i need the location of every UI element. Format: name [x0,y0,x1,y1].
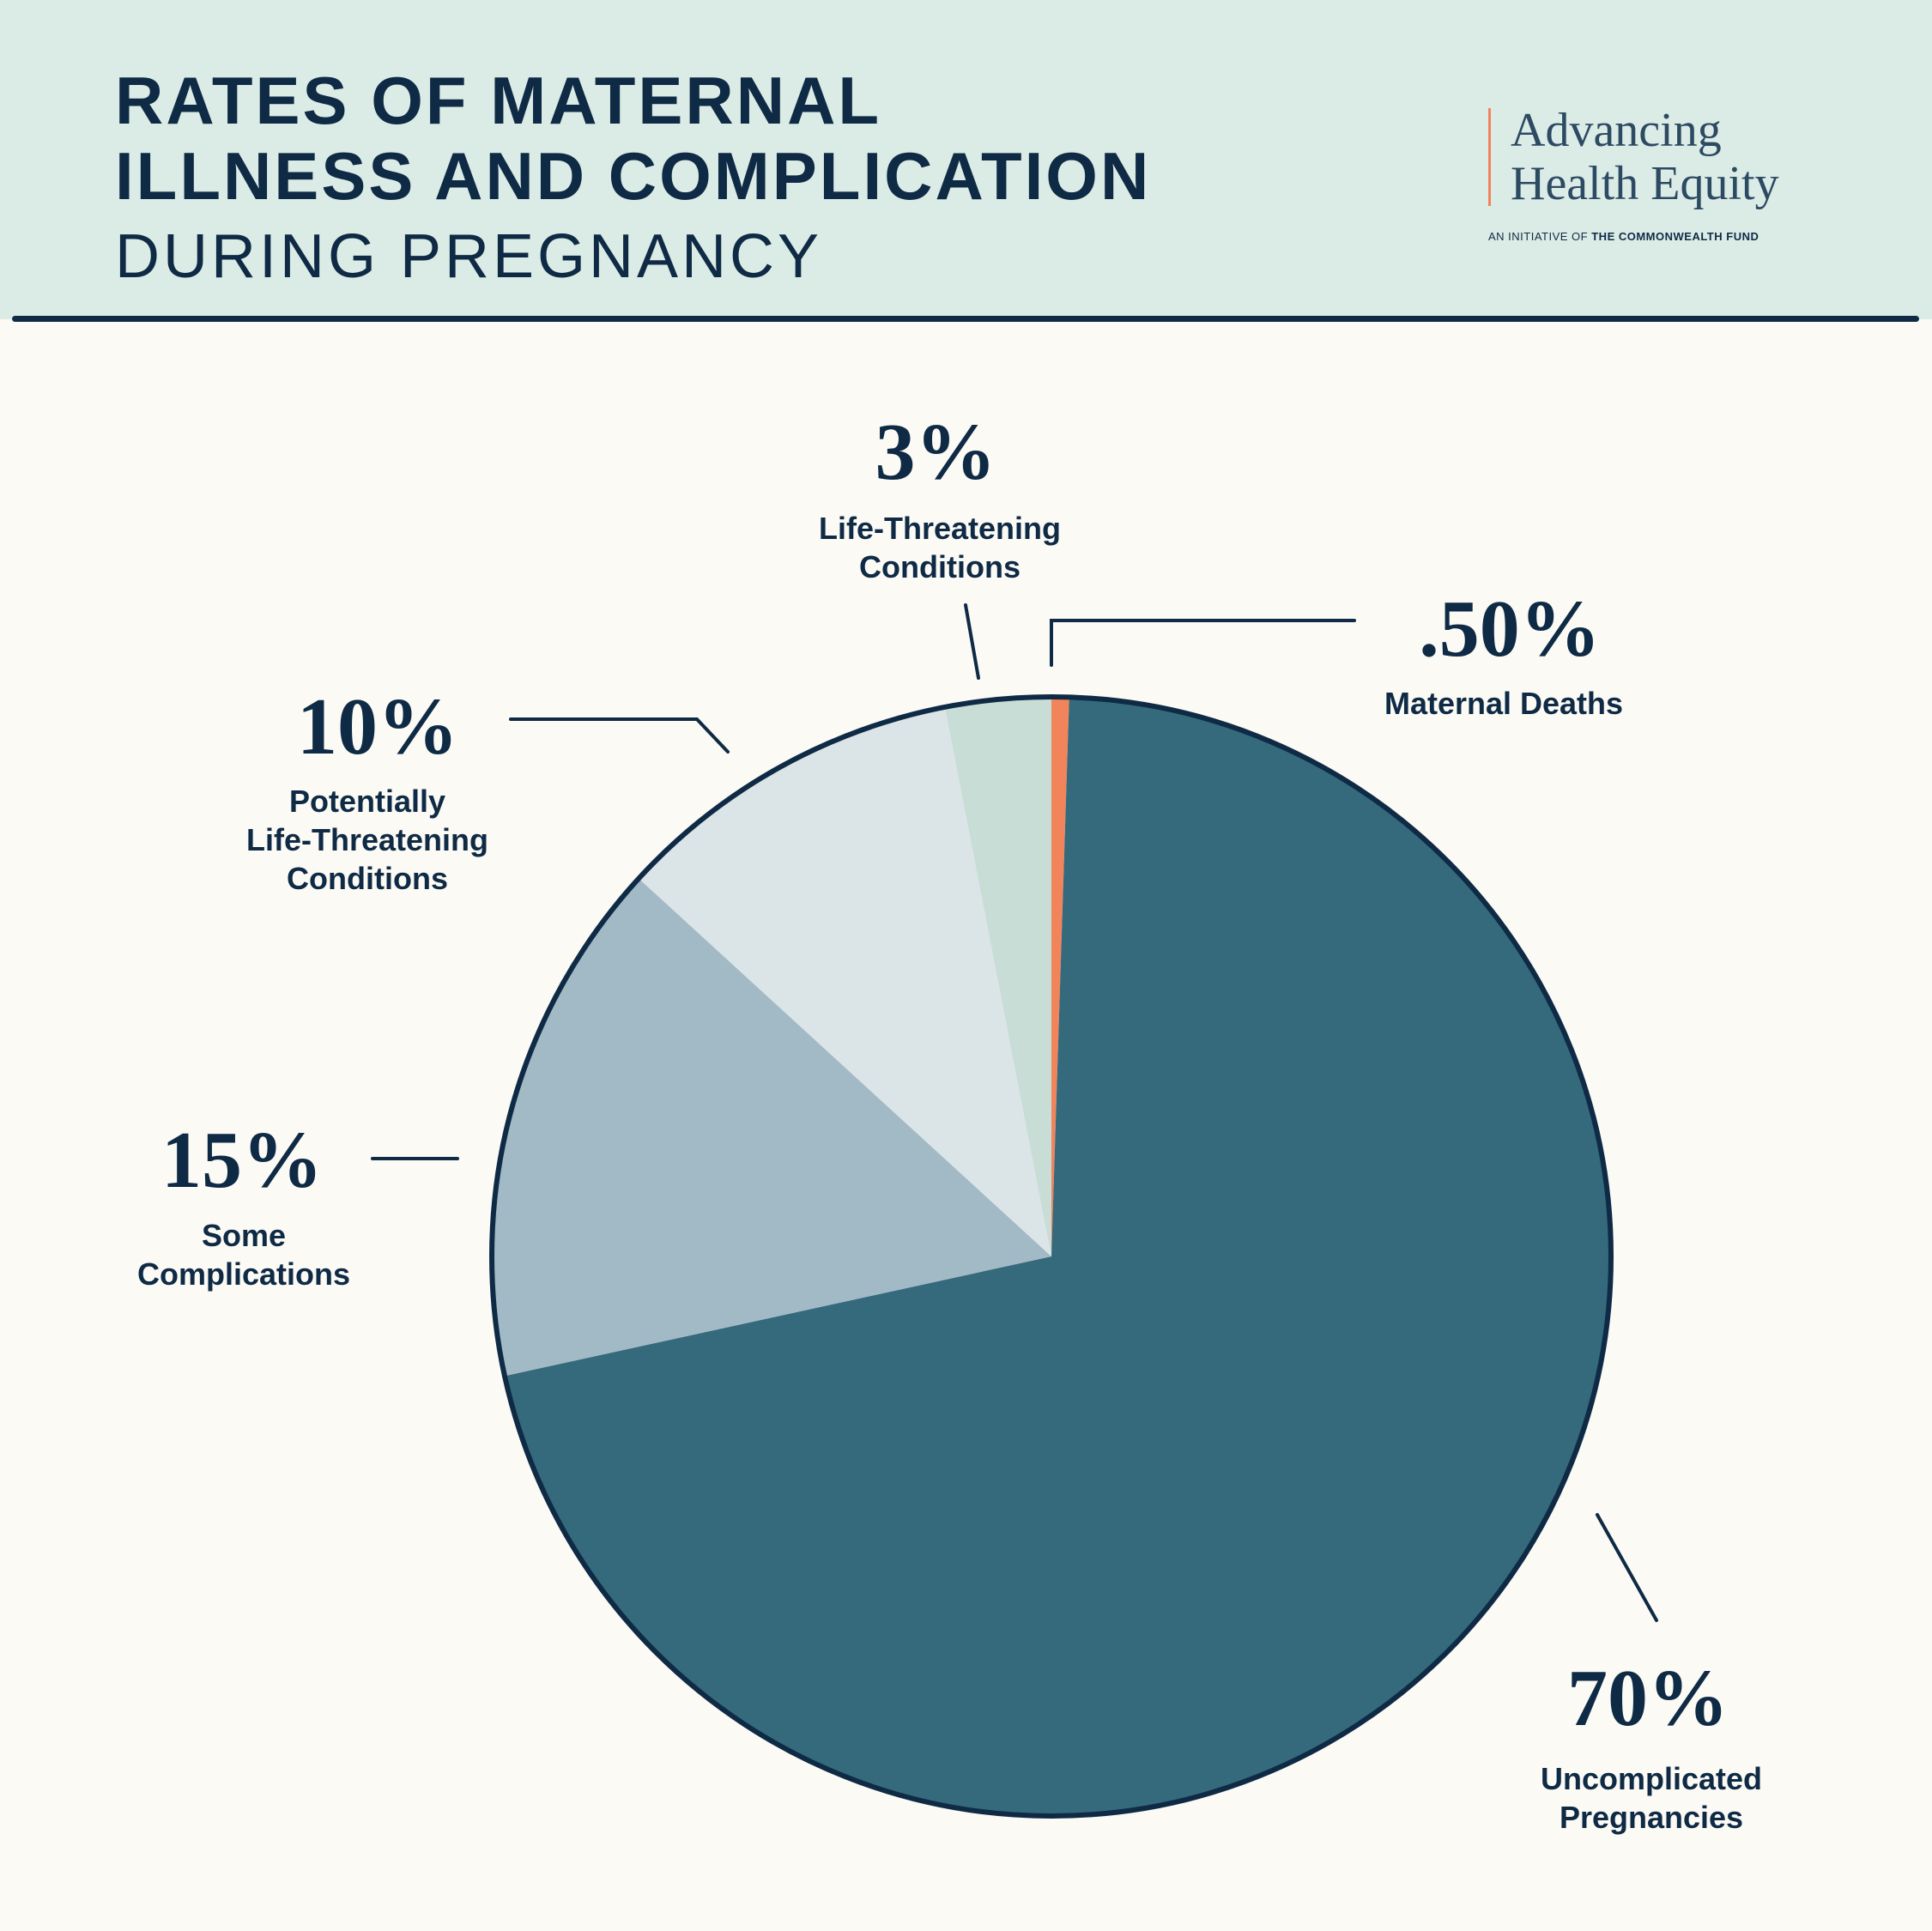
leader-line-maternal-deaths [1050,619,1356,667]
header-band: RATES OF MATERNAL ILLNESS AND COMPLICATI… [0,0,1932,319]
slice-label-potentially-line-1: Potentially [289,784,445,819]
logo-line-1: Advancing [1511,104,1722,157]
slice-value-potentially-life-threatening: 10% [297,682,458,772]
leader-line-uncomplicated [1596,1513,1658,1622]
leader-line-life-threatening [964,603,980,680]
leader-lines [371,603,1658,1622]
slice-label-potentially-line-3: Conditions [287,861,448,896]
slice-value-maternal-deaths: .50% [1419,584,1601,674]
slice-value-life-threatening: 3% [875,408,996,497]
pie-slices [494,699,1610,1814]
title-line-1: RATES OF MATERNAL [115,63,882,138]
pie-slice-uncomplicated-pregnancies [506,699,1610,1814]
logo-tagline-org: THE COMMONWEALTH FUND [1591,230,1759,243]
pie-slice-maternal-deaths [1051,699,1069,1256]
pie-slice-potentially-life-threatening-conditions [639,708,1051,1256]
slice-value-some-complications: 15% [161,1116,323,1205]
slice-label-maternal-deaths: Maternal Deaths [1384,686,1623,721]
slice-label-some-complications-line-1: Some [202,1218,286,1253]
logo-line-2: Health Equity [1511,157,1779,210]
pie-slice-life-threatening-conditions [945,699,1051,1256]
pie-slice-some-complications [494,879,1051,1376]
slice-value-uncomplicated: 70% [1567,1654,1729,1743]
advancing-health-equity-logo: Advancing Health Equity AN INITIATIVE OF… [1488,105,1832,251]
slice-label-life-threatening-line-2: Conditions [859,549,1021,584]
slice-label-uncomplicated-line-1: Uncomplicated [1541,1761,1762,1796]
header-divider [12,316,1919,322]
logo-tagline: AN INITIATIVE OF THE COMMONWEALTH FUND [1488,230,1759,243]
slice-label-potentially-line-2: Life-Threatening [246,822,488,857]
title-line-3: DURING PREGNANCY [115,222,823,291]
logo-tagline-prefix: AN INITIATIVE OF [1488,230,1589,243]
pie-outline [489,694,1614,1819]
slice-label-some-complications-line-2: Complications [137,1256,350,1292]
title-line-2: ILLNESS AND COMPLICATION [115,138,1152,214]
slice-label-uncomplicated-line-2: Pregnancies [1560,1800,1743,1835]
leader-line-potentially-life-threatening [509,717,730,754]
slice-label-life-threatening-line-1: Life-Threatening [819,511,1061,546]
logo-accent-bar [1488,108,1491,206]
